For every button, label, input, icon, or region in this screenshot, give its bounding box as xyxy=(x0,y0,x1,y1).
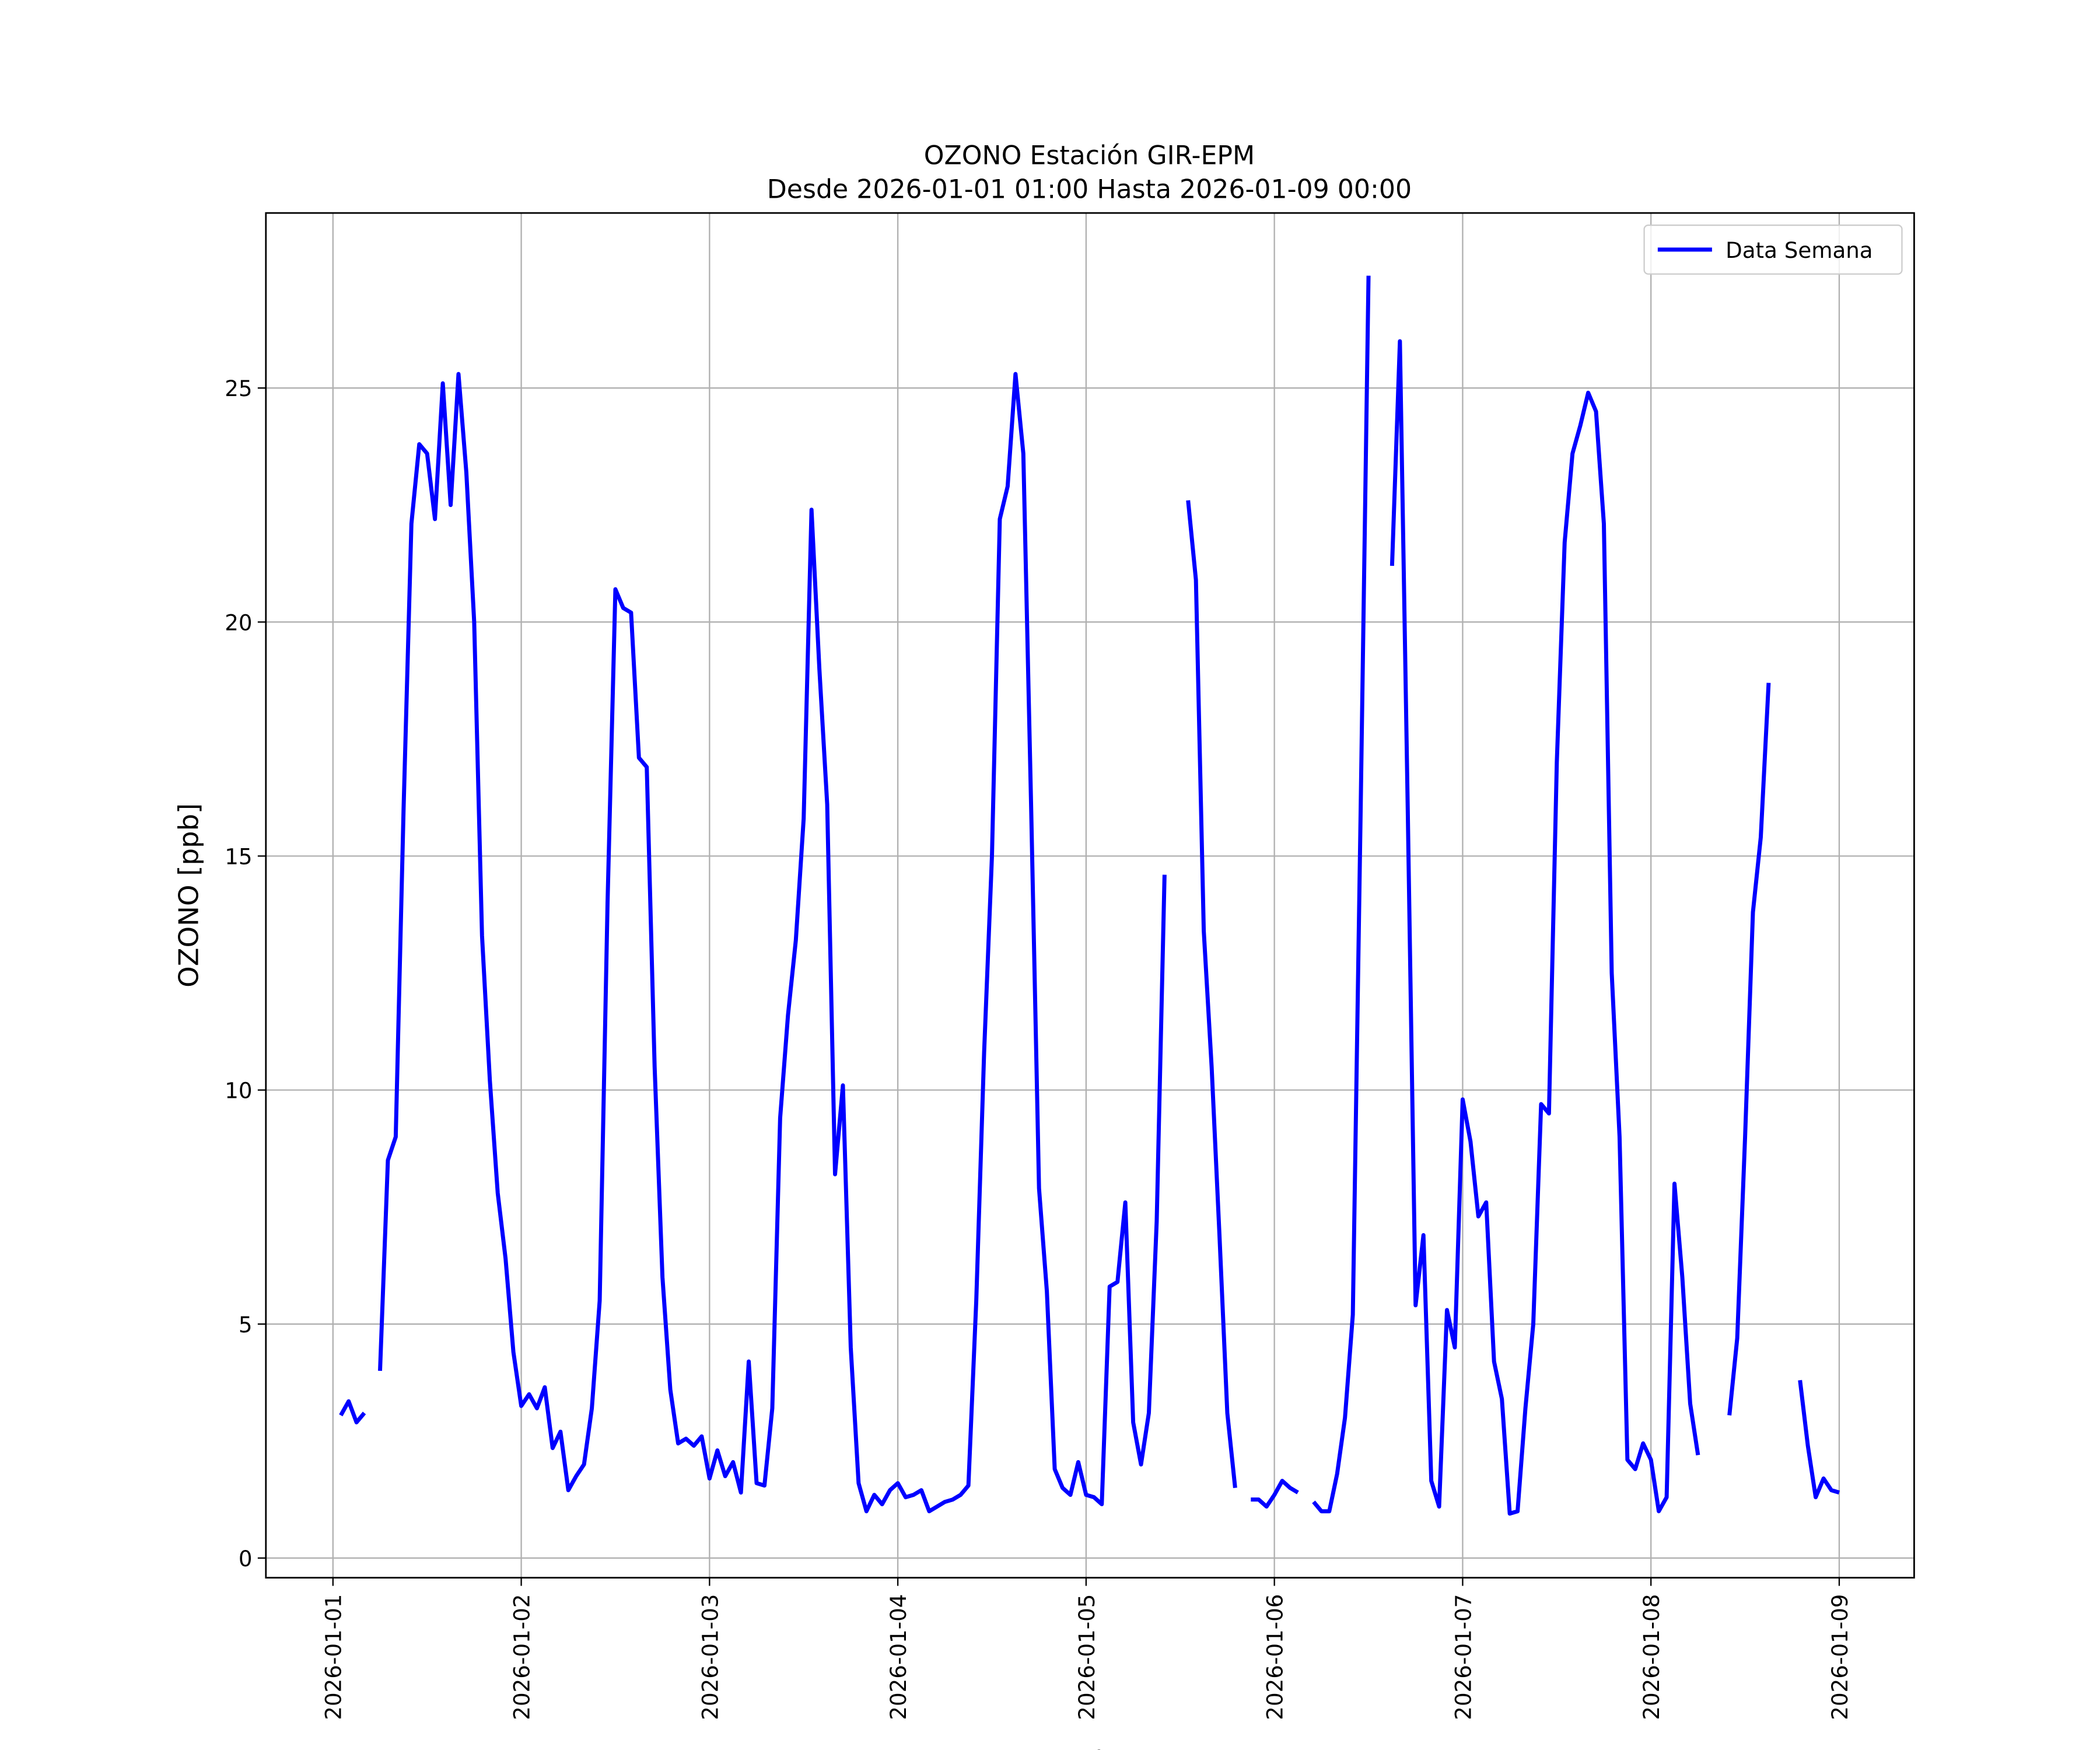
y-axis-label: OZONO [ppb] xyxy=(173,803,205,988)
legend-label: Data Semana xyxy=(1726,237,1873,263)
x-tick-label: 2026-01-08 xyxy=(1639,1594,1664,1720)
x-tick-label: 2026-01-06 xyxy=(1262,1594,1288,1720)
chart-subtitle: Desde 2026-01-01 01:00 Hasta 2026-01-09 … xyxy=(767,175,1412,205)
x-tick-label: 2026-01-07 xyxy=(1450,1594,1476,1720)
x-tick-label: 2026-01-09 xyxy=(1827,1594,1853,1720)
legend: Data Semana xyxy=(1643,224,1903,275)
x-tick-label: 2026-01-02 xyxy=(509,1594,535,1720)
legend-box xyxy=(1643,224,1903,275)
y-tick-label: 10 xyxy=(225,1078,252,1104)
x-tick-label: 2026-01-05 xyxy=(1074,1594,1100,1720)
y-tick-label: 20 xyxy=(225,610,252,635)
x-tick-label: 2026-01-03 xyxy=(697,1594,723,1720)
data-line xyxy=(339,275,1840,1516)
y-tick-label: 15 xyxy=(225,844,252,869)
plot-frame xyxy=(265,212,1915,1579)
x-tick-label: 2026-01-01 xyxy=(321,1594,346,1720)
chart-title: OZONO Estación GIR-EPM xyxy=(924,141,1255,170)
x-tick-label: 2026-01-04 xyxy=(886,1594,911,1720)
y-tick-label: 5 xyxy=(239,1312,253,1338)
y-tick-label: 25 xyxy=(225,376,252,401)
x-axis-label: Fecha xyxy=(1049,1745,1129,1750)
y-tick-label: 0 xyxy=(239,1546,253,1572)
